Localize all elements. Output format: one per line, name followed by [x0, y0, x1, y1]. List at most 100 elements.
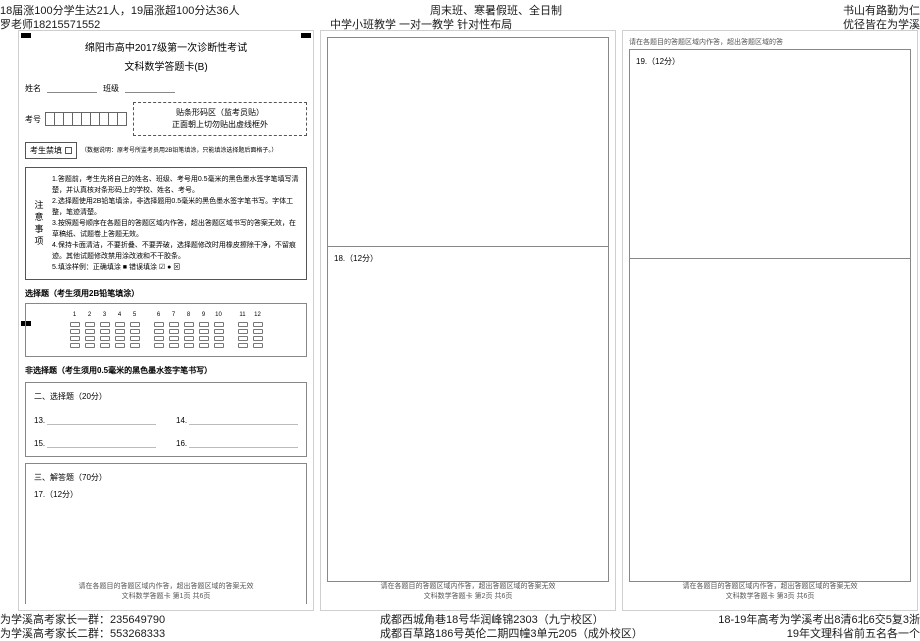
fill-title: 二、选择题（20分）: [34, 391, 298, 402]
barcode-line-2: 正面朝上切勿贴出虚线框外: [144, 119, 296, 131]
mc-bubble[interactable]: [130, 336, 140, 341]
mc-column[interactable]: 4: [115, 312, 125, 348]
mc-bubble[interactable]: [238, 336, 248, 341]
mc-column[interactable]: 12: [253, 312, 263, 348]
mc-bubble[interactable]: [253, 336, 263, 341]
mc-bubble[interactable]: [184, 329, 194, 334]
mc-bubble[interactable]: [100, 322, 110, 327]
mc-column[interactable]: 10: [214, 312, 224, 348]
mc-bubble[interactable]: [85, 329, 95, 334]
exam-number-cells[interactable]: [45, 112, 127, 126]
mc-bubble[interactable]: [184, 343, 194, 348]
name-field[interactable]: [47, 85, 97, 93]
mc-bubble[interactable]: [85, 343, 95, 348]
mc-bubble[interactable]: [238, 322, 248, 327]
mc-bubble[interactable]: [70, 336, 80, 341]
mc-bubble[interactable]: [253, 322, 263, 327]
mc-bubble[interactable]: [154, 329, 164, 334]
mc-bubble[interactable]: [214, 329, 224, 334]
answer-sheet-page-3: 请在各题目的答题区域内作答，超出答题区域的答 19.（12分） 请在各题目的答题…: [622, 30, 918, 611]
class-field[interactable]: [125, 85, 175, 93]
q18-box[interactable]: 18.（12分）: [327, 247, 609, 582]
fill-item-13[interactable]: 13.: [34, 416, 156, 425]
mc-bubble[interactable]: [169, 343, 179, 348]
forbid-fill-box: 考生禁填: [25, 142, 77, 159]
mc-column[interactable]: 11: [238, 312, 248, 348]
mc-bubble[interactable]: [253, 329, 263, 334]
mc-bubble[interactable]: [70, 343, 80, 348]
mc-bubble[interactable]: [130, 329, 140, 334]
examno-label: 考号: [25, 114, 41, 125]
mc-bubble[interactable]: [70, 329, 80, 334]
mc-number: 7: [172, 312, 175, 320]
mc-bubble[interactable]: [100, 329, 110, 334]
mc-bubble[interactable]: [154, 336, 164, 341]
mc-bubble[interactable]: [115, 343, 125, 348]
forbid-label: 考生禁填: [30, 145, 62, 156]
q-upper-box[interactable]: [327, 37, 609, 247]
mc-number: 3: [103, 312, 106, 320]
mc-column[interactable]: 1: [70, 312, 80, 348]
mc-bubble[interactable]: [130, 322, 140, 327]
fill-item-16[interactable]: 16.: [176, 439, 298, 448]
mc-number: 8: [187, 312, 190, 320]
mc-bubble[interactable]: [199, 343, 209, 348]
sheet1-footer: 请在各题目的答题区域内作答，超出答题区域的答案无效 文科数学答题卡 第1页 共6…: [25, 582, 307, 602]
class-label: 班级: [103, 83, 119, 94]
mc-bubble[interactable]: [85, 336, 95, 341]
mc-bubble[interactable]: [115, 336, 125, 341]
mc-number: 4: [118, 312, 121, 320]
mc-bubble[interactable]: [199, 329, 209, 334]
mc-bubble[interactable]: [115, 329, 125, 334]
barcode-line-1: 贴条形码区（监考员贴）: [144, 107, 296, 119]
mc-bubble[interactable]: [115, 322, 125, 327]
mc-column[interactable]: 8: [184, 312, 194, 348]
mc-bubble[interactable]: [154, 322, 164, 327]
exam-number-row: 考号: [25, 102, 127, 136]
sheet2-footer: 请在各题目的答题区域内作答，超出答题区域的答案无效 文科数学答题卡 第2页 共6…: [327, 582, 609, 602]
answer-sheets-row: 绵阳市高中2017级第一次诊断性考试 文科数学答题卡(B) 姓名 班级 考号: [18, 30, 918, 611]
mc-bubble[interactable]: [169, 336, 179, 341]
exam-subtitle: 文科数学答题卡(B): [25, 58, 307, 73]
mc-number: 5: [133, 312, 136, 320]
sheet3-footer: 请在各题目的答题区域内作答，超出答题区域的答案无效 文科数学答题卡 第3页 共6…: [629, 582, 911, 602]
q19-box[interactable]: 19.（12分）: [629, 49, 911, 259]
mc-bubble[interactable]: [199, 322, 209, 327]
fill-item-15[interactable]: 15.: [34, 439, 156, 448]
mc-bubble[interactable]: [100, 336, 110, 341]
mc-bubble[interactable]: [85, 322, 95, 327]
mc-bubble[interactable]: [154, 343, 164, 348]
mc-bubble[interactable]: [184, 336, 194, 341]
answer-sheet-page-1: 绵阳市高中2017级第一次诊断性考试 文科数学答题卡(B) 姓名 班级 考号: [18, 30, 314, 611]
fill-item-14[interactable]: 14.: [176, 416, 298, 425]
mc-bubble[interactable]: [100, 343, 110, 348]
footer-group-2: 为学溪高考家长二群：553268333: [0, 625, 165, 641]
q19-label: 19.（12分）: [630, 50, 910, 73]
mc-bubble[interactable]: [130, 343, 140, 348]
mc-column[interactable]: 6: [154, 312, 164, 348]
mc-column[interactable]: 5: [130, 312, 140, 348]
mc-bubble[interactable]: [199, 336, 209, 341]
mc-bubble[interactable]: [184, 322, 194, 327]
mc-bubble[interactable]: [70, 322, 80, 327]
mc-bubble[interactable]: [253, 343, 263, 348]
mc-column[interactable]: 9: [199, 312, 209, 348]
long-answer-title: 三、解答题（70分）: [34, 472, 298, 483]
mc-bubble[interactable]: [169, 322, 179, 327]
mc-bubble[interactable]: [214, 336, 224, 341]
mc-column[interactable]: 7: [169, 312, 179, 348]
mc-bubble[interactable]: [214, 343, 224, 348]
notice-box: 注意事项 1.答题前，考生先将自己的姓名、班级、考号用0.5毫米的黑色墨水签字笔…: [25, 167, 307, 280]
mc-number: 6: [157, 312, 160, 320]
footer-results-2: 19年文理科省前五名各一个: [787, 625, 920, 641]
mc-bubble[interactable]: [238, 329, 248, 334]
footer-address-2: 成都百草路186号英伦二期四幢3单元205（成外校区）: [380, 625, 643, 641]
mc-bubble[interactable]: [238, 343, 248, 348]
mc-bubble[interactable]: [169, 329, 179, 334]
mc-number: 10: [215, 312, 222, 320]
mc-column[interactable]: 3: [100, 312, 110, 348]
mc-number: 12: [254, 312, 261, 320]
q-lower-box[interactable]: [629, 259, 911, 582]
mc-bubble[interactable]: [214, 322, 224, 327]
mc-column[interactable]: 2: [85, 312, 95, 348]
